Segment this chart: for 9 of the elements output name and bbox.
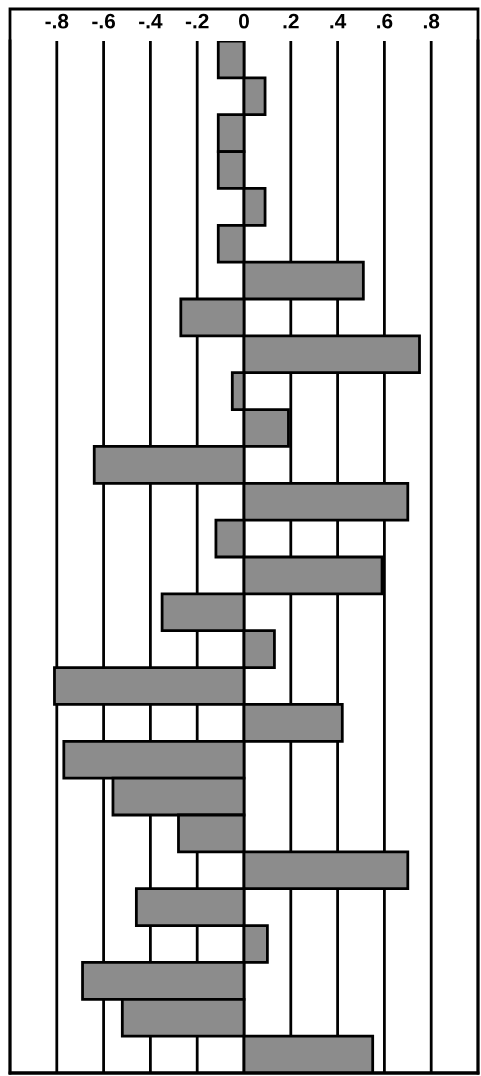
- x-tick-label: .4: [330, 14, 347, 29]
- x-tick-label: .8: [423, 13, 440, 29]
- x-tick-label: .6: [377, 13, 393, 29]
- x-tick-label: 0: [239, 13, 249, 29]
- x-tick-label: -.2: [185, 13, 209, 29]
- x-tick-label: -.6: [92, 13, 115, 29]
- x-tick-label: -.8: [45, 13, 69, 29]
- x-tick-label: .2: [283, 13, 299, 29]
- x-tick-label: -.4: [139, 14, 163, 29]
